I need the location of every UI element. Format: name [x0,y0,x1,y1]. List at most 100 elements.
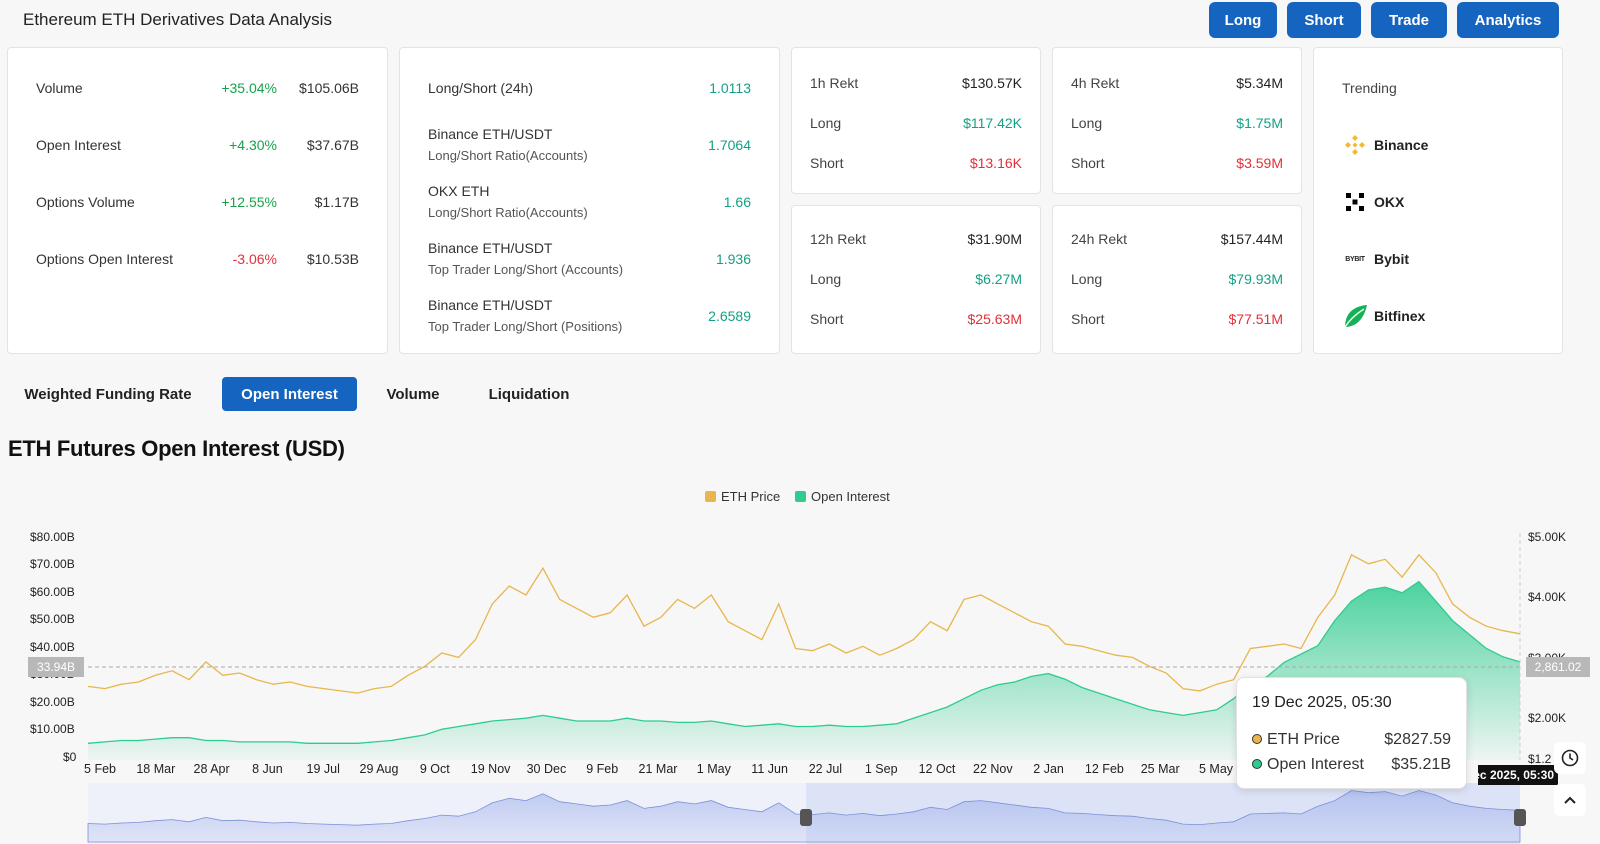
trending-bybit[interactable]: BYBIT Bybit [1342,246,1409,272]
tooltip-label: ETH Price [1267,731,1340,748]
rekt-total: $5.34M [1236,75,1283,91]
x-tick-label: 1 Sep [864,762,898,776]
short-button[interactable]: Short [1287,2,1361,38]
overview-label: Open Interest [36,137,121,153]
rekt-short-value: $77.51M [1228,311,1283,327]
x-tick-label: 29 Aug [359,762,399,776]
tooltip-dot [1252,759,1262,769]
x-tick-label: 2 Jan [1033,762,1064,776]
overview-label: Options Volume [36,194,135,210]
rekt-title: 1h Rekt [810,75,859,91]
time-icon[interactable] [1554,742,1586,774]
long-short-metric: Long/Short Ratio(Accounts) [428,148,588,163]
scroll-top-icon[interactable] [1554,784,1586,816]
rekt-short-row: Short $13.16K [810,155,1022,171]
trending-bitfinex[interactable]: Bitfinex [1342,303,1425,329]
tab-weighted-funding-rate[interactable]: Weighted Funding Rate [8,377,208,411]
exchange-name: Bitfinex [1374,308,1426,324]
navigator-handle-left[interactable] [800,809,812,826]
overview-value: $1.17B [314,194,359,210]
rekt-long-value: $1.75M [1236,115,1283,131]
legend-open-interest[interactable]: Open Interest [795,489,890,504]
legend-label: Open Interest [811,489,890,504]
tab-volume[interactable]: Volume [370,377,456,411]
okx-icon [1342,189,1368,215]
rekt-total-row: 4h Rekt $5.34M [1071,75,1283,91]
tooltip-row-eth-price: ETH Price $2827.59 [1252,731,1451,749]
bybit-icon: BYBIT [1345,255,1365,263]
long-button[interactable]: Long [1209,2,1277,38]
overview-card: Volume +35.04% $105.06B Open Interest +4… [7,47,388,354]
rekt-title: 12h Rekt [810,231,867,247]
y-right-tick: $5.00K [1528,530,1567,544]
rekt-long-value: $6.27M [975,271,1022,287]
trending-okx[interactable]: OKX [1342,189,1404,215]
legend-label: ETH Price [721,489,781,504]
rekt-short-row: Short $25.63M [810,311,1022,327]
y-left-tick: $0 [63,750,77,764]
trending-binance[interactable]: Binance [1342,132,1428,158]
exchange-name: Bybit [1374,251,1409,267]
rekt-short-label: Short [1071,155,1105,171]
rekt-long-label: Long [1071,271,1103,287]
rekt-total-row: 24h Rekt $157.44M [1071,231,1283,247]
long-short-pair: OKX ETH [428,183,490,199]
rekt-short-label: Short [810,155,844,171]
tooltip-label: Open Interest [1267,756,1364,773]
tooltip-row-open-interest: Open Interest $35.21B [1252,756,1451,774]
rekt-total-row: 1h Rekt $130.57K [810,75,1022,91]
legend-eth-price[interactable]: ETH Price [705,489,780,504]
chart-tooltip: 19 Dec 2025, 05:30 ETH Price $2827.59 Op… [1236,677,1467,789]
open-interest-line [87,580,1521,744]
y-left-tick: $80.00B [30,530,75,544]
long-short-metric: Top Trader Long/Short (Positions) [428,319,623,334]
long-short-value: 1.66 [723,194,751,210]
analytics-button[interactable]: Analytics [1457,2,1559,38]
rekt-title: 24h Rekt [1071,231,1128,247]
rekt-short-label: Short [810,311,844,327]
x-tick-label: 30 Dec [526,762,567,776]
overview-change: -3.06% [232,251,277,267]
long-short-value: 2.6589 [708,308,751,324]
long-short-value: 1.0113 [709,80,751,96]
tooltip-date: 19 Dec 2025, 05:30 [1252,694,1392,711]
open-interest-series [87,580,1521,760]
long-short-pair: Binance ETH/USDT [428,297,553,313]
y-right-tick: $4.00K [1528,590,1567,604]
overview-value: $105.06B [299,80,359,96]
overview-value: $37.67B [306,137,359,153]
x-tick-label: 28 Apr [193,762,230,776]
x-tick-label: 9 Oct [419,762,450,776]
rekt-long-label: Long [810,115,842,131]
top-bar: Ethereum ETH Derivatives Data Analysis L… [0,0,1600,40]
rekt-long-row: Long $79.93M [1071,271,1283,287]
rekt-title: 4h Rekt [1071,75,1120,91]
y-left-tick: $20.00B [30,695,75,709]
tab-liquidation[interactable]: Liquidation [470,377,588,411]
rekt-long-value: $117.42K [963,115,1022,131]
x-tick-label: 1 May [696,762,731,776]
rekt-card-12h: 12h Rekt $31.90M Long $6.27M Short $25.6… [791,205,1041,354]
crosshair-right-label: 2,861.02 [1526,657,1590,677]
long-short-metric: Long/Short Ratio(Accounts) [428,205,588,220]
rekt-short-row: Short $3.59M [1071,155,1283,171]
rekt-short-value: $3.59M [1236,155,1283,171]
rekt-total: $157.44M [1220,231,1283,247]
tab-open-interest[interactable]: Open Interest [222,377,357,411]
navigator-handle-right[interactable] [1514,809,1526,826]
x-tick-label: 22 Nov [972,762,1013,776]
trade-button[interactable]: Trade [1371,2,1447,38]
x-tick-label: 19 Nov [470,762,511,776]
long-short-card: Long/Short (24h) 1.0113 Binance ETH/USDT… [399,47,780,354]
x-tick-label: 22 Jul [808,762,843,776]
x-tick-label: 19 Jul [306,762,340,776]
bitfinex-icon [1342,303,1368,329]
crosshair-left-label: 33.94B [28,657,84,677]
exchange-name: OKX [1374,194,1405,210]
x-tick-label: 5 Feb [84,762,116,776]
rekt-total: $31.90M [967,231,1022,247]
overview-change: +35.04% [221,80,277,96]
legend-swatch [705,491,716,502]
y-left-tick: $10.00B [30,722,75,736]
